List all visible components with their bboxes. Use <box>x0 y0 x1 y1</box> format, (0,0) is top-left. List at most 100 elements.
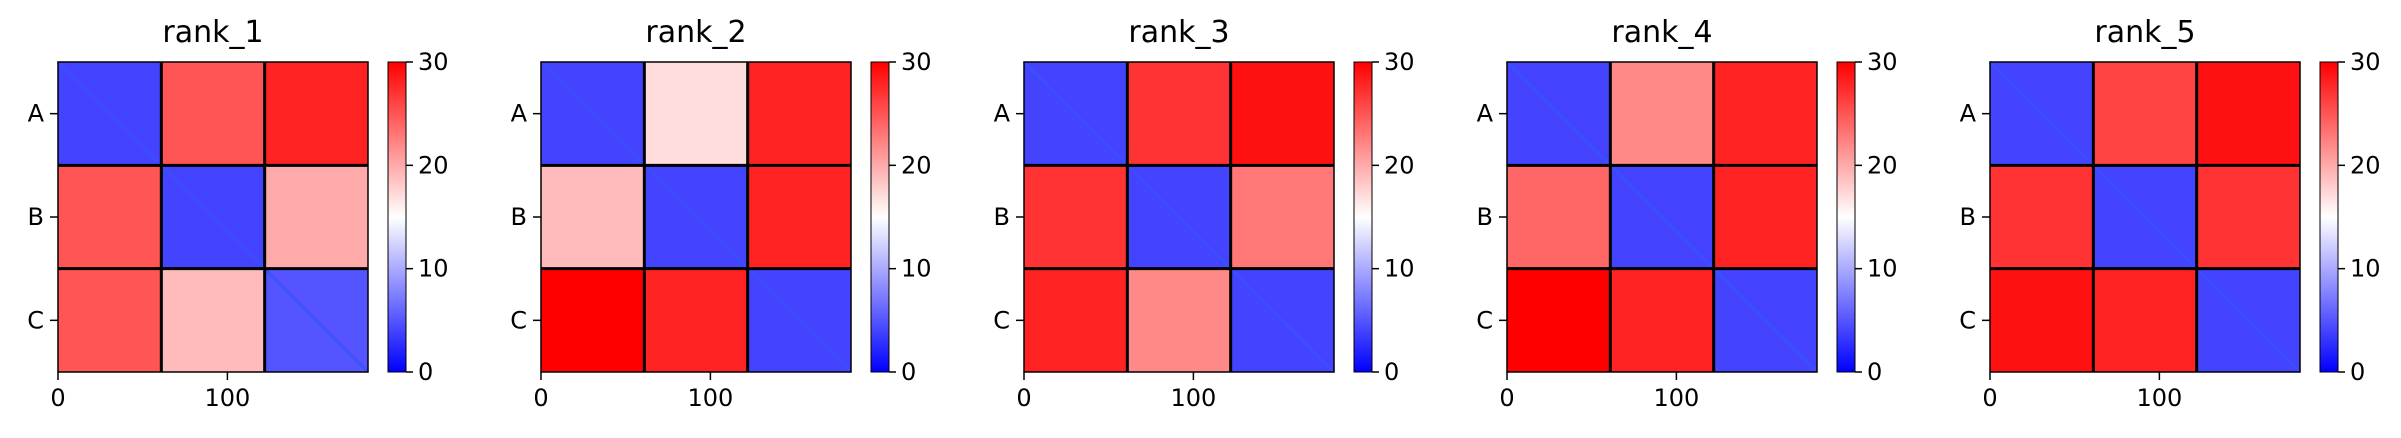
colorbar-tick-label: 20 <box>1384 151 1415 179</box>
diagonal-streak <box>643 164 749 270</box>
heatmap-block-A-B <box>161 62 265 166</box>
heatmap-block-C-B <box>2093 268 2197 372</box>
heatmap-block-B-A <box>58 165 162 269</box>
colorbar-tick-label: 10 <box>901 255 932 283</box>
colorbar <box>870 61 890 373</box>
y-tick-label: C <box>1476 306 1493 334</box>
diagonal-streak <box>1712 267 1819 374</box>
heatmap-block-A-C <box>1230 62 1334 166</box>
heatmap-block-C-A <box>541 268 645 372</box>
diagonal-streak <box>56 60 163 167</box>
heatmap-block-A-C <box>264 62 368 166</box>
x-tick-label: 0 <box>1499 384 1514 412</box>
x-tick-label: 0 <box>533 384 548 412</box>
heatmap-block-B-A <box>1507 165 1611 269</box>
colorbar-tick-label: 0 <box>2350 358 2365 386</box>
heatmap-block-B-C <box>1230 165 1334 269</box>
diagonal-streak <box>2195 267 2302 374</box>
y-tick-label: A <box>1477 100 1494 128</box>
heatmap-block-A-C <box>1713 62 1817 166</box>
heatmap-block-C-B <box>161 268 265 372</box>
diagonal-streak <box>1609 164 1715 270</box>
x-tick-label: 0 <box>1016 384 1031 412</box>
heatmap-block-C-A <box>1507 268 1611 372</box>
y-tick-label: C <box>510 306 527 334</box>
colorbar-tick-label: 10 <box>1867 255 1898 283</box>
heatmap-block-B-A <box>1990 165 2094 269</box>
heatmap-panel-1: rank_1 A B C 0 100 0 10 20 30 <box>27 15 448 412</box>
colorbar-tick-label: 20 <box>1867 151 1898 179</box>
colorbar-tick-label: 30 <box>1867 48 1898 76</box>
heatmap-block-C-B <box>1610 268 1714 372</box>
colorbar-tick-label: 10 <box>2350 255 2381 283</box>
colorbar-tick-label: 10 <box>418 255 449 283</box>
y-tick-label: B <box>1477 203 1493 231</box>
y-tick-label: B <box>28 203 44 231</box>
x-tick-label: 100 <box>1170 384 1216 412</box>
heatmap-block-B-C <box>264 165 368 269</box>
diagonal-streak <box>160 164 266 270</box>
diagonal-streak <box>263 267 370 374</box>
heatmap-block-B-C <box>1713 165 1817 269</box>
colorbar-tick-label: 0 <box>418 358 433 386</box>
heatmap-block-C-A <box>1024 268 1128 372</box>
colorbar <box>387 61 407 373</box>
chart-title: rank_2 <box>645 15 746 50</box>
colorbar <box>1836 61 1856 373</box>
heatmap-block-B-C <box>747 165 851 269</box>
heatmap-block-A-B <box>2093 62 2197 166</box>
chart-title: rank_3 <box>1128 15 1229 50</box>
x-tick-label: 100 <box>687 384 733 412</box>
y-tick-label: B <box>994 203 1010 231</box>
x-tick-label: 100 <box>204 384 250 412</box>
colorbar <box>2319 61 2339 373</box>
x-tick-label: 0 <box>1982 384 1997 412</box>
colorbar-tick-label: 20 <box>418 151 449 179</box>
colorbar-tick-label: 0 <box>901 358 916 386</box>
y-tick-label: B <box>511 203 527 231</box>
diagonal-streak <box>1022 60 1129 167</box>
colorbar-tick-label: 30 <box>901 48 932 76</box>
heatmap-block-B-C <box>2196 165 2300 269</box>
diagonal-streak <box>1505 60 1612 167</box>
y-tick-label: A <box>511 100 528 128</box>
y-tick-label: C <box>993 306 1010 334</box>
colorbar-tick-label: 30 <box>1384 48 1415 76</box>
colorbar-tick-label: 0 <box>1384 358 1399 386</box>
heatmap-block-C-B <box>644 268 748 372</box>
chart-title: rank_1 <box>162 15 263 50</box>
colorbar-tick-label: 30 <box>418 48 449 76</box>
y-tick-label: A <box>1960 100 1977 128</box>
x-tick-label: 0 <box>50 384 65 412</box>
x-tick-label: 100 <box>2136 384 2182 412</box>
y-tick-label: C <box>27 306 44 334</box>
chart-title: rank_5 <box>2094 15 2195 50</box>
heatmap-block-A-B <box>1127 62 1231 166</box>
heatmap-panel-4: rank_4 A B C 0 100 0 10 20 30 <box>1476 15 1897 412</box>
y-tick-label: C <box>1959 306 1976 334</box>
chart-title: rank_4 <box>1611 15 1712 50</box>
heatmap-block-B-A <box>541 165 645 269</box>
heatmap-panel-2: rank_2 A B C 0 100 0 10 20 30 <box>510 15 931 412</box>
heatmap-block-C-A <box>58 268 162 372</box>
colorbar-tick-label: 30 <box>2350 48 2381 76</box>
heatmap-block-A-B <box>1610 62 1714 166</box>
colorbar-tick-label: 0 <box>1867 358 1882 386</box>
heatmap-block-B-A <box>1024 165 1128 269</box>
colorbar <box>1353 61 1373 373</box>
heatmap-block-A-B <box>644 62 748 166</box>
heatmap-block-A-C <box>2196 62 2300 166</box>
diagonal-streak <box>2092 164 2198 270</box>
diagonal-streak <box>539 60 646 167</box>
y-tick-label: A <box>994 100 1011 128</box>
y-tick-label: A <box>28 100 45 128</box>
heatmap-panel-5: rank_5 A B C 0 100 0 10 20 30 <box>1959 15 2380 412</box>
heatmap-panel-3: rank_3 A B C 0 100 0 10 20 30 <box>993 15 1414 412</box>
diagonal-streak <box>1229 267 1336 374</box>
diagonal-streak <box>746 267 853 374</box>
colorbar-tick-label: 20 <box>2350 151 2381 179</box>
colorbar-tick-label: 10 <box>1384 255 1415 283</box>
heatmap-block-C-B <box>1127 268 1231 372</box>
diagonal-streak <box>1126 164 1232 270</box>
